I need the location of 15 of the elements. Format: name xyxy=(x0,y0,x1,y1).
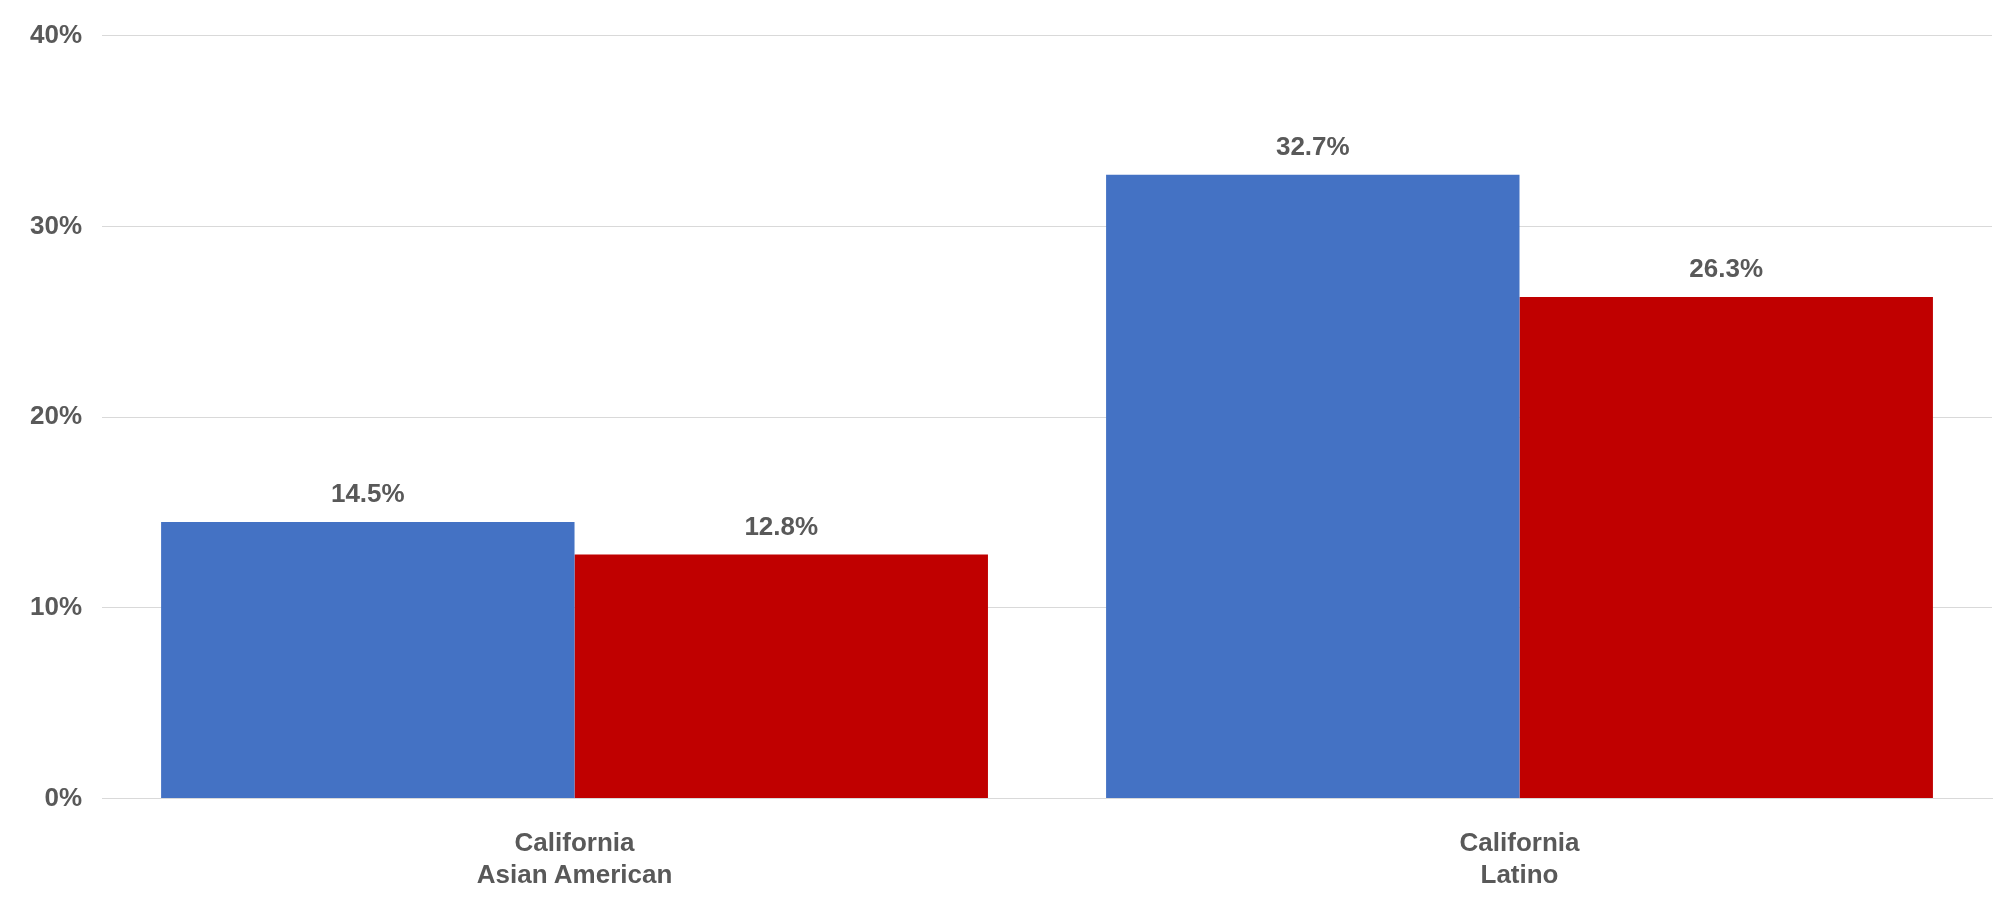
data-label: 12.8% xyxy=(744,510,819,541)
bar xyxy=(1106,174,1520,799)
data-label: 14.5% xyxy=(330,478,405,509)
bar xyxy=(1519,296,1933,799)
bar xyxy=(574,554,988,799)
y-tick-label: 0% xyxy=(44,781,83,812)
y-tick-label: 40% xyxy=(29,18,83,49)
data-label: 32.7% xyxy=(1275,131,1350,162)
y-tick-label: 30% xyxy=(29,209,83,240)
y-tick-label: 20% xyxy=(29,400,83,431)
x-tick-label: California Latino xyxy=(1459,827,1580,889)
data-label: 26.3% xyxy=(1689,253,1764,284)
bar xyxy=(161,522,575,799)
x-tick-label: California Asian American xyxy=(476,827,673,889)
y-tick-label: 10% xyxy=(29,591,83,622)
